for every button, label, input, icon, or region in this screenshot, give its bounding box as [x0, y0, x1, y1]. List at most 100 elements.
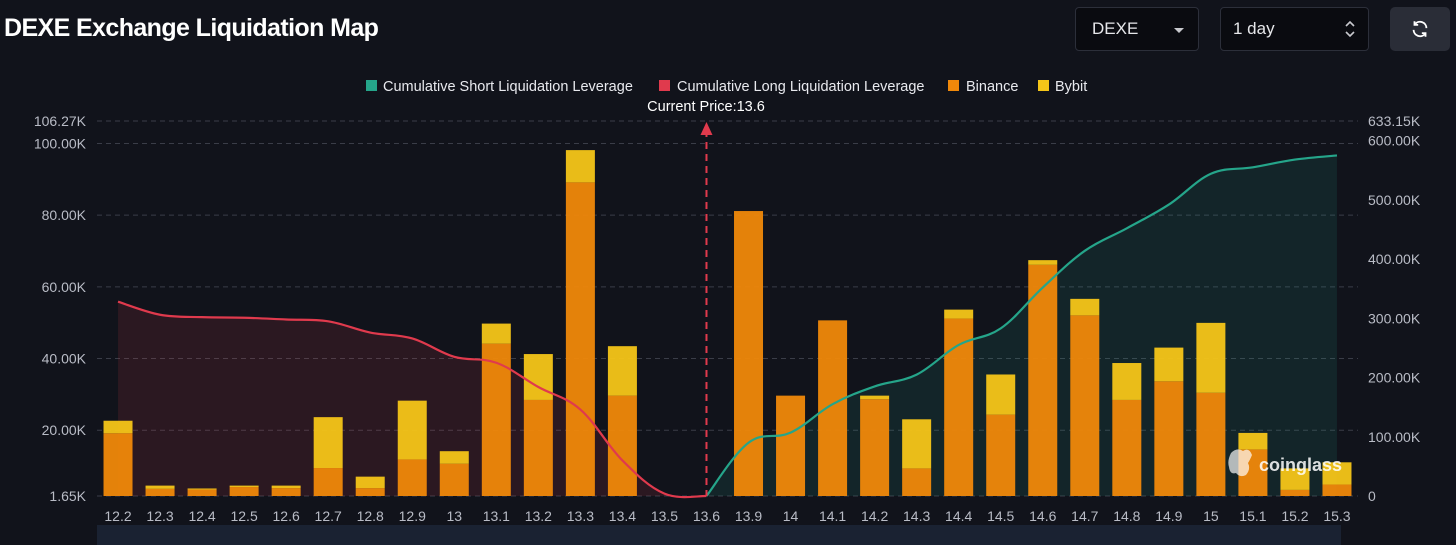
y-right-tick-label: 300.00K	[1368, 310, 1421, 326]
x-tick-label: 15.3	[1323, 508, 1350, 524]
legend-label-long[interactable]: Cumulative Long Liquidation Leverage	[677, 79, 924, 95]
x-tick-label: 13.6	[693, 508, 720, 524]
x-tick-label: 12.2	[104, 508, 131, 524]
short-line	[705, 154, 1338, 497]
x-tick-label: 14.6	[1029, 508, 1056, 524]
bar-bybit	[1070, 298, 1100, 316]
bar-binance	[776, 395, 806, 496]
legend: Cumulative Short Liquidation Leverage Cu…	[366, 79, 1087, 95]
bar-binance	[187, 489, 217, 496]
bar-binance	[271, 488, 301, 496]
y-left-tick-label: 60.00K	[42, 279, 87, 295]
x-tick-label: 14.8	[1113, 508, 1140, 524]
legend-label-short[interactable]: Cumulative Short Liquidation Leverage	[383, 79, 633, 95]
x-axis: 12.2 12.3 12.4 12.5 12.6 12.7 12.8 12.9 13 13.1 13…	[104, 508, 1350, 524]
y-right-tick-label: 600.00K	[1368, 133, 1421, 149]
bar-bybit	[187, 488, 217, 490]
bar-binance	[1196, 392, 1226, 496]
interval-select-value: 1 day	[1233, 19, 1275, 38]
x-tick-label: 12.8	[357, 508, 384, 524]
bar-binance	[902, 468, 932, 496]
x-tick-label: 12.9	[399, 508, 426, 524]
bar-binance	[1154, 381, 1184, 496]
bar-bybit	[986, 374, 1016, 415]
y-right-tick-label: 633.15K	[1368, 113, 1421, 129]
x-tick-label: 15.2	[1281, 508, 1308, 524]
bar-binance	[1280, 489, 1310, 496]
refresh-button[interactable]	[1390, 7, 1450, 51]
x-tick-label: 12.7	[315, 508, 342, 524]
bar-bybit	[1322, 462, 1352, 485]
bar-binance	[860, 399, 890, 496]
symbol-select[interactable]: DEXE	[1075, 7, 1199, 51]
bar-binance	[1070, 315, 1100, 496]
x-tick-label: 14	[783, 508, 799, 524]
y-right-tick-label: 500.00K	[1368, 192, 1421, 208]
bars-group	[103, 150, 1352, 496]
y-right-tick-label: 400.00K	[1368, 251, 1421, 267]
bar-bybit	[565, 150, 595, 183]
bar-bybit	[313, 417, 343, 469]
x-tick-label: 14.2	[861, 508, 888, 524]
up-down-arrows-icon	[1345, 20, 1355, 38]
y-axis-right: 0 100.00K 200.00K 300.00K 400.00K 500.00K 600.…	[1368, 113, 1421, 504]
navigator-band[interactable]	[97, 525, 1341, 545]
y-left-tick-label: 1.65K	[49, 488, 86, 504]
bar-binance	[229, 487, 259, 496]
bar-bybit	[397, 400, 427, 460]
y-axis-left: 1.65K 20.00K 40.00K 60.00K 80.00K 100.00K 106.…	[34, 113, 87, 504]
bar-bybit	[607, 346, 637, 396]
x-tick-label: 12.5	[230, 508, 257, 524]
x-tick-label: 13.9	[735, 508, 762, 524]
y-left-tick-label: 80.00K	[42, 207, 87, 223]
bar-binance	[439, 463, 469, 496]
y-left-tick-label: 40.00K	[42, 351, 87, 367]
y-left-tick-label: 100.00K	[34, 135, 87, 151]
legend-swatch-bybit	[1038, 80, 1049, 91]
watermark-text: coinglass	[1259, 455, 1342, 475]
coinglass-logo: coinglass	[1228, 449, 1342, 477]
bar-binance	[607, 395, 637, 496]
bar-bybit	[229, 485, 259, 488]
current-price-label: Current Price:13.6	[647, 99, 765, 115]
bar-binance	[565, 182, 595, 496]
x-tick-label: 14.5	[987, 508, 1014, 524]
lines-group	[117, 154, 1338, 499]
bar-binance	[355, 488, 385, 496]
symbol-select-value: DEXE	[1092, 19, 1139, 38]
bar-bybit	[355, 476, 385, 489]
legend-label-binance[interactable]: Binance	[966, 79, 1018, 95]
bar-binance	[944, 318, 974, 496]
long-line	[117, 300, 707, 499]
y-right-tick-label: 100.00K	[1368, 429, 1421, 445]
bar-binance	[103, 433, 133, 496]
bar-binance	[481, 343, 511, 496]
y-right-tick-label: 0	[1368, 488, 1376, 504]
page-title: DEXE Exchange Liquidation Map	[4, 14, 379, 42]
bar-binance	[818, 320, 848, 496]
x-tick-label: 13.4	[609, 508, 636, 524]
bar-bybit	[860, 395, 890, 400]
x-tick-label: 13.3	[567, 508, 594, 524]
x-tick-label: 12.3	[146, 508, 173, 524]
bar-binance	[986, 414, 1016, 496]
x-tick-label: 14.3	[903, 508, 930, 524]
bar-bybit	[1238, 432, 1268, 450]
bar-bybit	[1280, 468, 1310, 490]
legend-label-bybit[interactable]: Bybit	[1055, 79, 1087, 95]
interval-select[interactable]: 1 day	[1220, 7, 1369, 51]
bar-bybit	[481, 323, 511, 344]
bar-bybit	[145, 485, 175, 489]
x-tick-label: 13.1	[483, 508, 510, 524]
bar-bybit	[1154, 347, 1184, 382]
bar-binance	[1322, 484, 1352, 496]
x-tick-label: 13.2	[525, 508, 552, 524]
refresh-icon	[1412, 20, 1428, 38]
long-area	[118, 301, 707, 498]
x-tick-label: 14.7	[1071, 508, 1098, 524]
x-tick-label: 13	[446, 508, 462, 524]
x-tick-label: 13.5	[651, 508, 678, 524]
bar-binance	[397, 459, 427, 496]
bar-bybit	[439, 451, 469, 464]
bar-bybit	[1028, 260, 1058, 265]
